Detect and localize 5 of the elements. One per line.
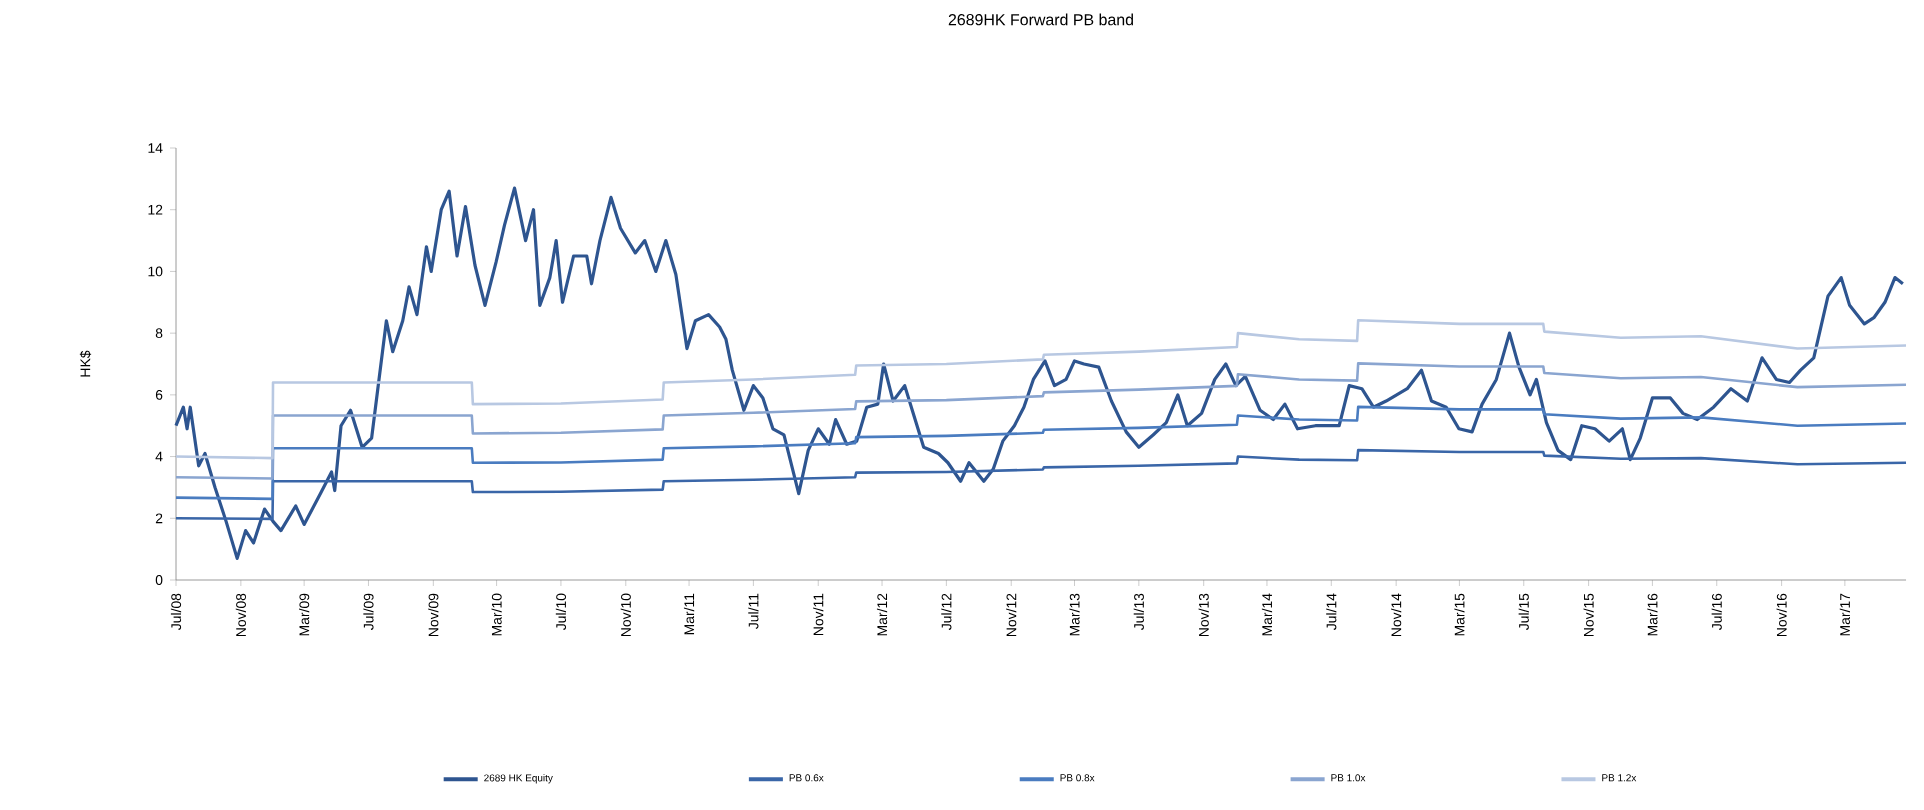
line-series [174, 186, 1905, 560]
line-series [174, 362, 1908, 480]
line-series [174, 405, 1908, 501]
line-series [174, 448, 1908, 521]
line-series [174, 318, 1908, 460]
